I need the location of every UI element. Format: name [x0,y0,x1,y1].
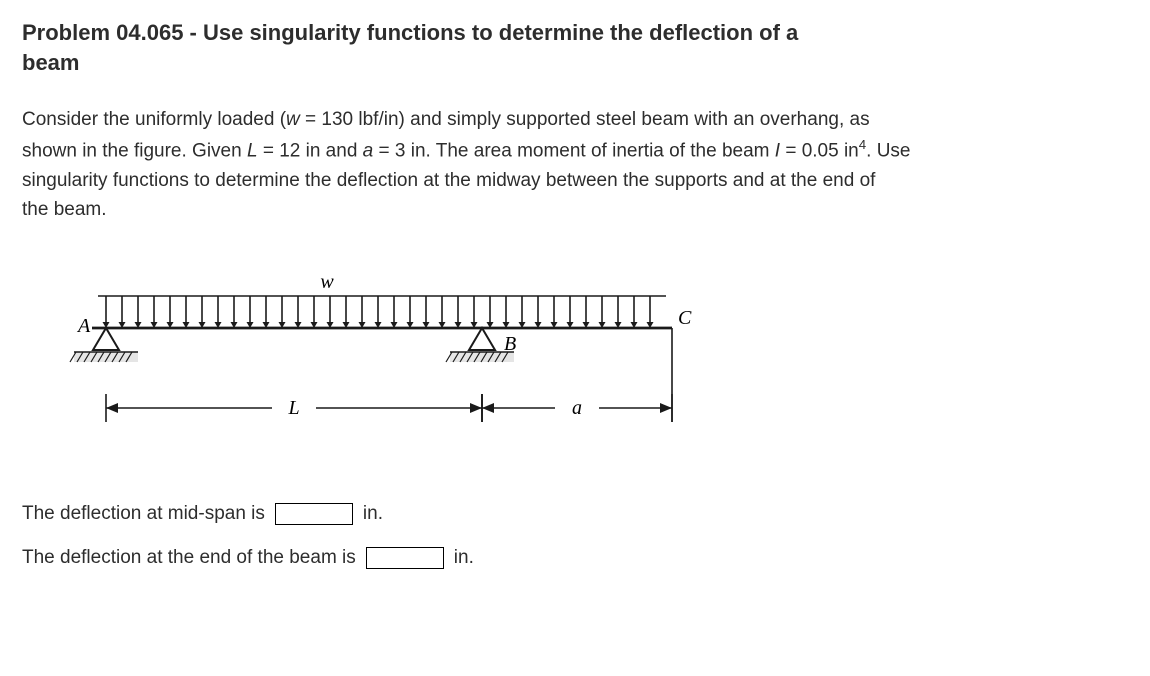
text-frag: Consider the uniformly loaded ( [22,109,286,130]
svg-text:B: B [504,333,516,355]
answer-row-end: The deflection at the end of the beam is… [22,547,1128,569]
sym-L: L [247,140,258,161]
text-frag: = 3 in. The area moment of inertia of th… [373,140,775,161]
sym-w: w [286,109,300,130]
svg-text:C: C [678,307,692,329]
text-frag: . Use [866,140,910,161]
problem-title: Problem 04.065 - Use singularity functio… [22,18,1128,77]
title-line-2: beam [22,50,79,75]
text-frag: = 130 lbf/in) and simply supported steel… [300,109,870,130]
answer-unit: in. [363,503,383,525]
answer-unit: in. [454,547,474,569]
answer-row-midspan: The deflection at mid-span is in. [22,503,1128,525]
text-frag: shown in the figure. Given [22,140,247,161]
beam-figure: w A B C La [52,258,1128,463]
answer-label: The deflection at mid-span is [22,503,265,525]
svg-text:L: L [287,397,299,419]
text-frag: singularity functions to determine the d… [22,170,875,191]
text-frag: = 0.05 in [780,140,859,161]
beam-svg: w A B C La [52,258,752,458]
midspan-input[interactable] [275,503,353,525]
end-input[interactable] [366,547,444,569]
svg-text:w: w [320,271,334,293]
svg-text:A: A [76,315,91,337]
text-frag: the beam. [22,199,107,220]
text-frag: = 12 in and [258,140,363,161]
svg-text:a: a [572,397,582,419]
problem-statement: Consider the uniformly loaded (w = 130 l… [22,105,1062,224]
answer-label: The deflection at the end of the beam is [22,547,356,569]
title-line-1: Problem 04.065 - Use singularity functio… [22,20,798,45]
sym-a: a [363,140,374,161]
